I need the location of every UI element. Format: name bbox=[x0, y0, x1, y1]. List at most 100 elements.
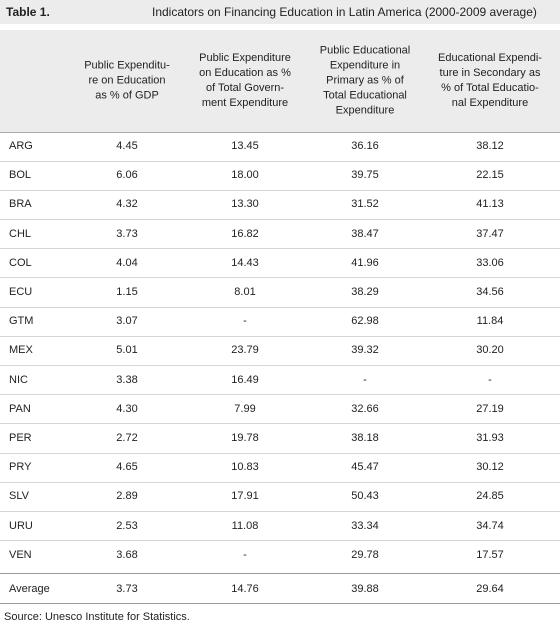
cell: 31.52 bbox=[351, 198, 379, 211]
row-label: NIC bbox=[9, 373, 28, 386]
bottom-rule bbox=[0, 602, 560, 604]
row-rule bbox=[0, 540, 560, 542]
column-header: Educational Expendi-ture in Secondary as… bbox=[438, 51, 542, 111]
cell: 4.30 bbox=[116, 402, 138, 415]
cell: 13.30 bbox=[231, 198, 259, 211]
cell: 18.00 bbox=[231, 169, 259, 182]
cell: 41.13 bbox=[476, 198, 504, 211]
title-band bbox=[0, 0, 560, 24]
cell: 3.68 bbox=[116, 548, 138, 561]
cell: 38.47 bbox=[351, 227, 379, 240]
column-header: Public Educational Expenditure in Primary … bbox=[320, 44, 411, 119]
column-header: Public Expenditu-re on Education as % of … bbox=[84, 59, 170, 104]
cell: 4.45 bbox=[116, 140, 138, 152]
cell: 5.01 bbox=[116, 344, 138, 357]
header-line: ment Expenditure bbox=[201, 97, 289, 109]
header-line: re on Education bbox=[88, 74, 166, 87]
row-label: ECU bbox=[9, 286, 33, 298]
row-label: BRA bbox=[9, 198, 32, 211]
cell: 11.84 bbox=[476, 315, 504, 328]
row-label: GTM bbox=[9, 315, 34, 328]
row-label: VEN bbox=[9, 548, 32, 561]
cell: 32.66 bbox=[351, 402, 379, 415]
row-rule bbox=[0, 160, 560, 162]
row-label: URU bbox=[9, 519, 33, 532]
row-rule bbox=[0, 365, 560, 366]
header-line: as % of GDP bbox=[95, 89, 159, 102]
header-line: Primary as % of bbox=[326, 74, 404, 87]
row-rule bbox=[0, 277, 560, 279]
row-rule bbox=[0, 219, 560, 220]
cell: 7.99 bbox=[234, 402, 256, 415]
cell: 23.79 bbox=[231, 344, 259, 357]
row-label: CHL bbox=[9, 227, 32, 240]
cell: 3.07 bbox=[116, 315, 138, 328]
cell: 34.74 bbox=[476, 519, 504, 532]
cell: 2.53 bbox=[116, 519, 138, 532]
cell: 4.32 bbox=[116, 198, 138, 211]
header-line: Educational Expendi- bbox=[438, 52, 542, 64]
row-rule bbox=[0, 189, 560, 191]
cell: 45.47 bbox=[351, 461, 379, 474]
cell: 62.98 bbox=[351, 315, 379, 328]
row-label: PAN bbox=[9, 402, 31, 415]
cell: 31.93 bbox=[476, 432, 504, 444]
cell: 14.43 bbox=[231, 256, 259, 269]
row-label: SLV bbox=[9, 490, 29, 503]
cell: 27.19 bbox=[476, 402, 504, 415]
cell: 8.01 bbox=[234, 286, 256, 298]
cell: 38.29 bbox=[351, 286, 379, 298]
cell: 39.88 bbox=[351, 582, 379, 595]
average-rule bbox=[0, 572, 560, 574]
header-line: ture in Secondary as bbox=[439, 67, 541, 79]
table-title: Indicators on Financing Education in Lat… bbox=[152, 5, 537, 19]
cell: 13.45 bbox=[231, 140, 259, 152]
cell: 37.47 bbox=[476, 227, 504, 240]
header-line: % of Total Educatio- bbox=[441, 82, 539, 94]
cell: 17.91 bbox=[231, 490, 259, 503]
row-label: PRY bbox=[9, 461, 32, 474]
header-line: Public Expenditure bbox=[199, 52, 291, 64]
header-line: Expenditure in bbox=[329, 59, 401, 72]
cell: - bbox=[243, 548, 247, 561]
cell: 3.73 bbox=[116, 582, 138, 595]
header-line: Public Expenditu- bbox=[84, 59, 170, 72]
header-line: nal Expenditure bbox=[451, 97, 529, 109]
cell: 36.16 bbox=[351, 140, 379, 152]
row-rule bbox=[0, 452, 560, 454]
cell: 4.65 bbox=[116, 461, 138, 474]
header-line: Expenditure bbox=[335, 104, 395, 117]
cell: 33.34 bbox=[351, 519, 379, 532]
cell: 24.85 bbox=[476, 490, 504, 503]
row-label: BOL bbox=[9, 169, 32, 182]
cell: 39.32 bbox=[351, 344, 379, 357]
cell: 38.12 bbox=[476, 140, 504, 152]
cell: 41.96 bbox=[351, 256, 379, 269]
cell: 34.56 bbox=[476, 286, 504, 298]
cell: 2.72 bbox=[116, 432, 138, 444]
header-line: Total Educational bbox=[323, 89, 407, 102]
row-rule bbox=[0, 335, 560, 337]
cell: 16.82 bbox=[231, 227, 259, 240]
header-line: of Total Govern- bbox=[205, 82, 285, 94]
cell: 14.76 bbox=[231, 582, 259, 595]
cell: 3.73 bbox=[116, 227, 138, 240]
cell: 2.89 bbox=[116, 490, 138, 503]
header-line: on Education as % bbox=[199, 67, 291, 79]
header-line: Public Educational bbox=[319, 44, 411, 57]
cell: 3.38 bbox=[116, 373, 138, 386]
row-rule bbox=[0, 306, 560, 308]
cell: 19.78 bbox=[231, 432, 259, 444]
cell: 10.83 bbox=[231, 461, 259, 474]
cell: 1.15 bbox=[116, 286, 138, 298]
cell: 50.43 bbox=[351, 490, 379, 503]
row-label: PER bbox=[9, 432, 32, 444]
row-rule bbox=[0, 511, 560, 512]
header-rule bbox=[0, 132, 560, 133]
row-rule bbox=[0, 394, 560, 396]
row-rule bbox=[0, 248, 560, 250]
header-band bbox=[0, 30, 560, 132]
row-rule bbox=[0, 423, 560, 425]
row-label: Average bbox=[9, 582, 50, 595]
table-label: Table 1. bbox=[6, 5, 50, 19]
